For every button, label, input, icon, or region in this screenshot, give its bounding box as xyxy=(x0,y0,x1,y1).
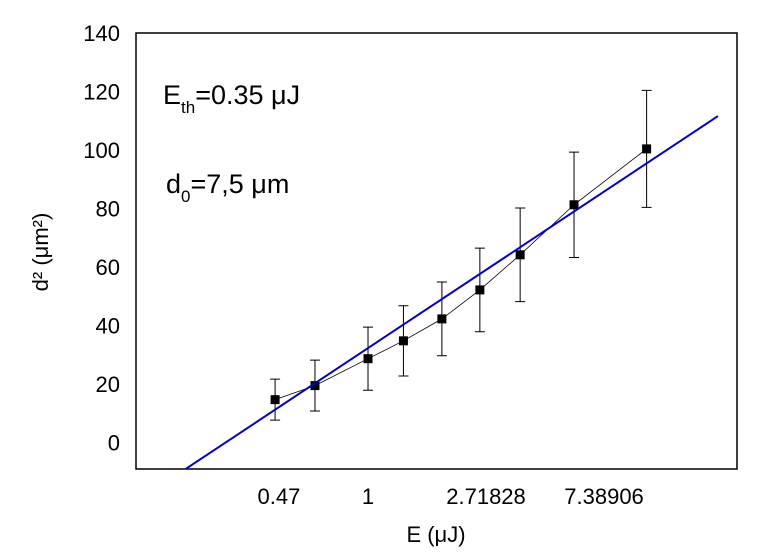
x-tick-label: 1 xyxy=(362,484,374,509)
y-tick-label: 20 xyxy=(96,372,120,397)
plot-frame xyxy=(135,32,738,470)
marker xyxy=(515,250,525,260)
x-axis-label: E (μJ) xyxy=(406,522,465,547)
marker xyxy=(270,395,280,405)
data-line xyxy=(274,148,647,401)
annotation-rest: =0.35 μJ xyxy=(195,80,300,110)
annotation-main: E xyxy=(163,80,181,110)
annotation-rest: =7,5 μm xyxy=(191,169,290,199)
y-tick-label: 140 xyxy=(83,21,120,46)
fit-line xyxy=(185,115,719,470)
marker xyxy=(569,200,579,210)
y-tick-label: 60 xyxy=(96,255,120,280)
marker xyxy=(363,354,373,364)
y-tick-label: 40 xyxy=(96,314,120,339)
marker xyxy=(642,144,652,154)
annotation: d0=7,5 μm xyxy=(166,169,289,206)
annotation-sub: 0 xyxy=(181,187,190,206)
marker xyxy=(437,314,447,324)
y-axis-label: d² (μm²) xyxy=(28,213,53,292)
annotation: Eth=0.35 μJ xyxy=(163,80,300,117)
y-tick-label: 100 xyxy=(83,138,120,163)
annotation-sub: th xyxy=(181,98,195,117)
y-tick-label: 0 xyxy=(108,431,120,456)
y-tick-label: 80 xyxy=(96,197,120,222)
marker xyxy=(475,285,485,295)
y-tick-label: 120 xyxy=(83,80,120,105)
marker xyxy=(310,381,320,391)
x-tick-label: 7.38906 xyxy=(564,484,644,509)
x-tick-label: 2.71828 xyxy=(446,484,526,509)
x-tick-label: 0.47 xyxy=(258,484,301,509)
annotation-main: d xyxy=(166,169,181,199)
marker xyxy=(398,336,408,346)
